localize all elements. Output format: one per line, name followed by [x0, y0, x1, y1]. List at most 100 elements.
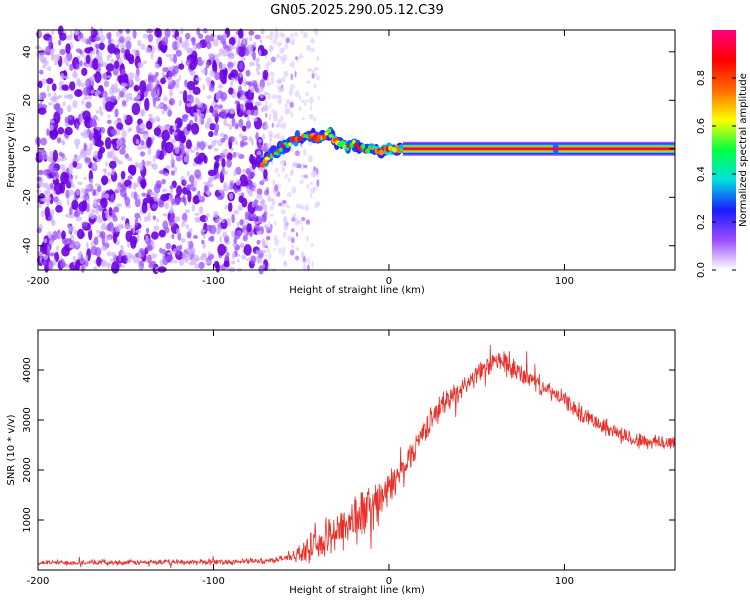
noise-blob: [269, 102, 272, 110]
noise-blob: [265, 113, 268, 118]
noise-blob: [276, 84, 279, 90]
noise-blob: [170, 204, 173, 212]
noise-blob: [256, 71, 261, 76]
noise-blob: [46, 246, 50, 257]
noise-blob: [120, 43, 126, 49]
track-core: [328, 133, 334, 138]
noise-blob: [151, 231, 159, 240]
noise-blob: [201, 229, 206, 233]
noise-blob: [150, 253, 158, 259]
noise-blob: [277, 78, 282, 84]
noise-blob: [74, 138, 81, 146]
noise-blob: [212, 38, 219, 47]
noise-blob: [301, 216, 306, 222]
noise-blob: [173, 259, 178, 264]
noise-blob: [287, 108, 291, 114]
noise-blob: [316, 167, 319, 175]
noise-blob: [151, 88, 156, 99]
noise-blob: [269, 223, 273, 231]
noise-blob: [238, 118, 244, 128]
noise-blob: [266, 248, 271, 253]
spectrogram-y-label: Frequency (Hz): [6, 112, 17, 188]
noise-blob: [227, 186, 230, 191]
noise-blob: [188, 228, 193, 233]
noise-blob: [308, 257, 311, 265]
noise-blob: [51, 217, 55, 224]
noise-blob: [187, 190, 192, 203]
noise-blob: [249, 61, 255, 67]
noise-blob: [116, 122, 124, 131]
noise-blob: [282, 199, 287, 204]
noise-blob: [175, 49, 182, 57]
noise-blob: [290, 228, 295, 233]
noise-blob: [272, 179, 276, 186]
noise-blob: [133, 84, 140, 92]
noise-blob: [176, 185, 183, 197]
noise-blob: [247, 44, 254, 53]
noise-blob: [219, 235, 222, 243]
noise-blob: [219, 109, 227, 119]
noise-blob: [234, 76, 239, 81]
noise-blob: [92, 188, 96, 196]
noise-blob: [178, 63, 185, 70]
noise-blob: [119, 90, 124, 98]
noise-blob: [117, 41, 121, 47]
noise-blob: [285, 99, 291, 105]
noise-blob: [167, 251, 174, 256]
noise-blob: [221, 158, 226, 168]
noise-blob: [313, 27, 318, 34]
track-core: [296, 136, 302, 142]
noise-blob: [285, 172, 288, 180]
noise-blob: [196, 101, 203, 109]
noise-blob: [127, 156, 133, 161]
noise-blob: [253, 187, 256, 193]
noise-blob: [191, 204, 196, 212]
noise-blob: [162, 188, 168, 193]
noise-blob: [205, 259, 212, 265]
noise-blob: [127, 164, 137, 175]
noise-blob: [295, 203, 301, 209]
track-core: [371, 145, 378, 149]
noise-blob: [68, 238, 72, 245]
noise-blob: [168, 71, 173, 78]
noise-blob: [146, 121, 153, 130]
noise-blob: [294, 70, 297, 78]
noise-blob: [216, 229, 221, 235]
noise-blob: [184, 38, 189, 44]
noise-blob: [137, 40, 142, 47]
noise-blob: [214, 122, 220, 133]
noise-blob: [264, 245, 269, 249]
noise-blob: [236, 42, 243, 47]
noise-blob: [178, 99, 182, 107]
noise-blob: [161, 248, 167, 256]
noise-blob: [152, 135, 155, 141]
noise-blob: [84, 193, 90, 200]
noise-blob: [51, 30, 54, 35]
noise-blob: [114, 60, 120, 69]
noise-blob: [79, 50, 83, 55]
noise-blob: [83, 142, 87, 152]
noise-blob: [283, 220, 289, 228]
noise-blob: [270, 138, 273, 142]
colorbar-tick-label: 0.6: [696, 118, 707, 134]
noise-blob: [81, 100, 85, 105]
spectrogram-y-tick-label: -20: [22, 189, 33, 205]
noise-blob: [213, 147, 219, 152]
noise-blob: [155, 116, 160, 122]
noise-blob: [298, 106, 302, 112]
noise-blob: [153, 155, 156, 163]
noise-blob: [197, 59, 204, 66]
noise-blob: [273, 134, 278, 138]
noise-blob: [194, 264, 200, 269]
noise-blob: [270, 76, 274, 85]
noise-blob: [314, 202, 319, 209]
noise-blob: [125, 36, 132, 42]
noise-blob: [233, 230, 241, 240]
noise-blob: [37, 107, 47, 115]
noise-blob: [261, 199, 266, 205]
snr-x-tick-label: 0: [386, 576, 392, 587]
noise-blob: [280, 209, 286, 215]
noise-blob: [81, 221, 88, 227]
noise-blob: [44, 51, 52, 56]
noise-blob: [300, 29, 304, 34]
